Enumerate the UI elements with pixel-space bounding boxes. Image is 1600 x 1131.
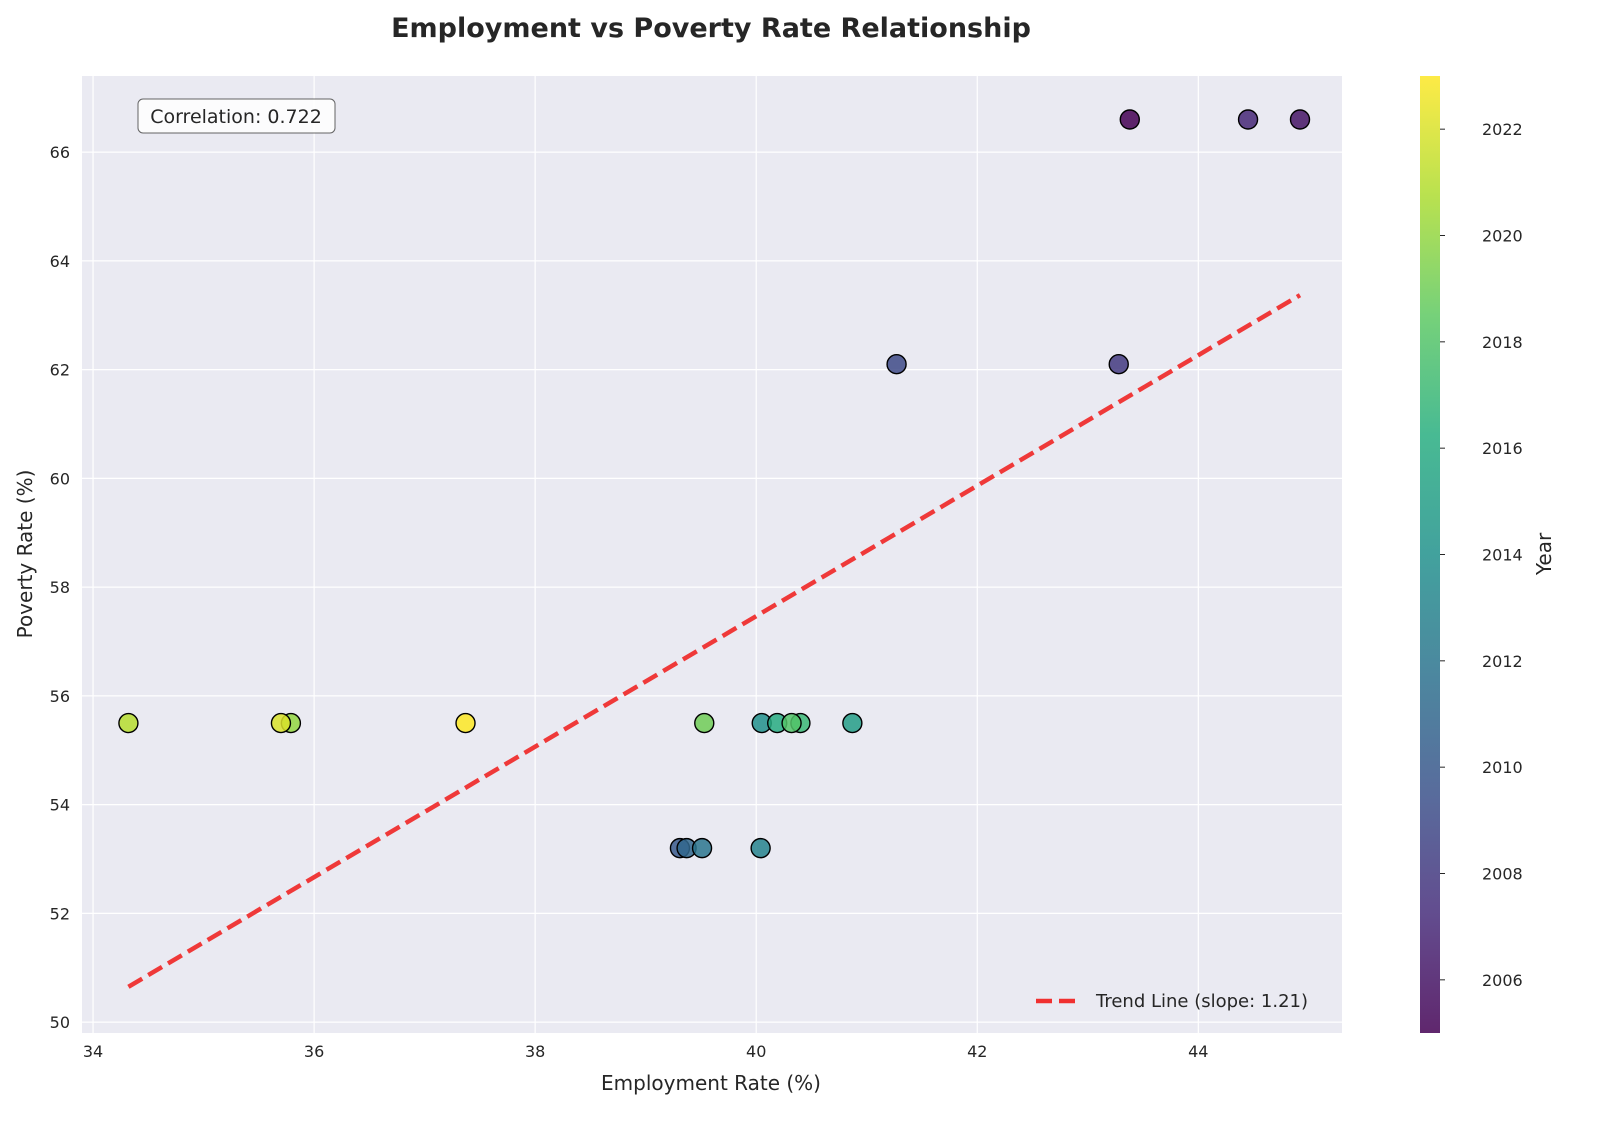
colorbar-tick-label: 2022 — [1482, 120, 1523, 139]
y-axis-label: Poverty Rate (%) — [13, 470, 37, 639]
y-tick-label: 54 — [50, 796, 70, 815]
scatter-point — [694, 712, 715, 734]
scatter-point — [118, 712, 139, 734]
scatter-point — [842, 712, 863, 734]
data-points — [118, 109, 1311, 859]
x-axis-ticks: 34 36 38 40 42 44 — [83, 1042, 1209, 1061]
y-tick-label: 66 — [50, 143, 70, 162]
scatter-point — [1289, 109, 1311, 130]
colorbar — [1420, 76, 1440, 1033]
y-tick-label: 56 — [50, 687, 70, 706]
y-tick-label: 62 — [50, 361, 70, 380]
x-tick-label: 40 — [746, 1042, 766, 1061]
x-tick-label: 42 — [967, 1042, 987, 1061]
y-tick-label: 52 — [50, 904, 70, 923]
x-axis-label: Employment Rate (%) — [601, 1071, 821, 1095]
scatter-point — [781, 712, 802, 734]
trend-line — [127, 293, 1302, 989]
y-tick-label: 64 — [50, 252, 70, 271]
colorbar-tick-label: 2008 — [1482, 865, 1523, 884]
colorbar-tick-label: 2014 — [1482, 546, 1523, 565]
scatter-point — [1119, 109, 1140, 130]
chart-title: Employment vs Poverty Rate Relationship — [391, 13, 1031, 44]
scatter-point — [1237, 109, 1259, 130]
scatter-point — [1108, 353, 1129, 375]
correlation-annotation: Correlation: 0.722 — [137, 98, 336, 134]
colorbar-tick-label: 2010 — [1482, 758, 1523, 777]
colorbar-ticks: 2006 2008 2010 2012 2014 2016 2018 2020 2022 — [1440, 120, 1523, 990]
plot-area — [82, 76, 1342, 1033]
scatter-point — [886, 353, 907, 375]
legend-trend-label: Trend Line (slope: 1.21) — [1095, 991, 1308, 1012]
y-tick-label: 60 — [50, 469, 70, 488]
legend: Trend Line (slope: 1.21) — [1036, 991, 1308, 1012]
colorbar-tick-label: 2020 — [1482, 227, 1523, 246]
colorbar-tick-label: 2006 — [1482, 971, 1523, 990]
colorbar-tick-label: 2016 — [1482, 439, 1523, 458]
x-tick-label: 38 — [525, 1042, 545, 1061]
colorbar-label: Year — [1532, 532, 1556, 576]
colorbar-tick-label: 2018 — [1482, 333, 1523, 352]
colorbar-tick-label: 2012 — [1482, 652, 1523, 671]
y-axis-ticks: 50 52 54 56 58 60 62 64 66 — [50, 143, 70, 1032]
scatter-point — [750, 837, 771, 859]
x-tick-label: 34 — [83, 1042, 103, 1061]
x-tick-label: 36 — [304, 1042, 324, 1061]
x-tick-label: 44 — [1188, 1042, 1208, 1061]
correlation-text: Correlation: 0.722 — [150, 106, 322, 128]
scatter-point — [691, 837, 713, 859]
scatter-point — [270, 712, 292, 734]
y-tick-label: 50 — [50, 1013, 70, 1032]
y-tick-label: 58 — [50, 578, 70, 597]
scatter-point — [455, 712, 476, 734]
grid-lines — [82, 76, 1342, 1033]
